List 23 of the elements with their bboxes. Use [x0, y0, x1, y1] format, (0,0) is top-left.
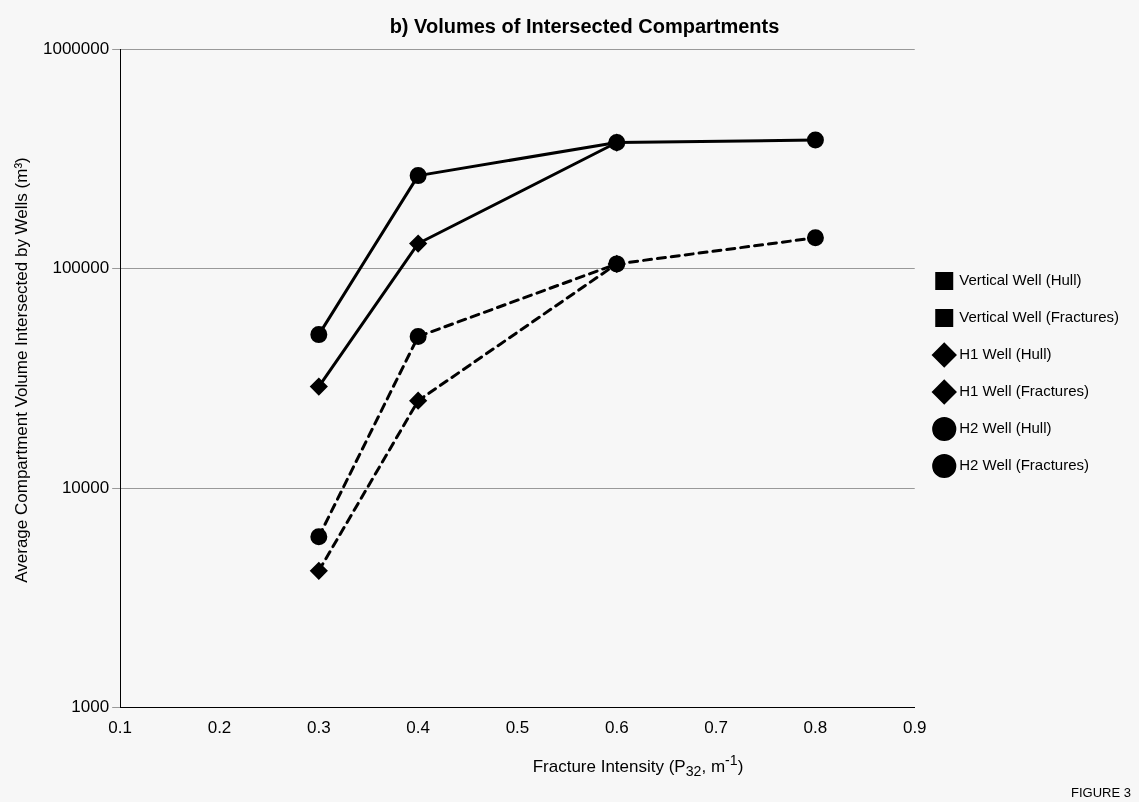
- x-tick-label: 0.3: [307, 718, 331, 738]
- y-tick-label: 100000: [52, 258, 110, 278]
- x-tick-label: 0.5: [505, 718, 530, 738]
- legend-label: H2 Well (Hull): [959, 419, 1052, 437]
- legend-label: Vertical Well (Hull): [959, 271, 1082, 289]
- legend-label: Vertical Well (Fractures): [959, 308, 1120, 326]
- y-tick-label: 1000000: [42, 38, 110, 58]
- caption: FIGURE 3: [1071, 785, 1131, 800]
- x-axis-title: Fracture Intensity (P$_{32}$, m$^{-1}$): [531, 752, 745, 780]
- legend-label: H1 Well (Fractures): [959, 382, 1089, 400]
- x-tick-label: 0.8: [803, 718, 828, 738]
- y-axis-title: Average Compartment Volume Intersected by Wells (m³): [12, 156, 32, 585]
- y-tick-label: 1000: [71, 697, 110, 717]
- x-tick-label: 0.2: [207, 718, 232, 738]
- chart-title: b) Volumes of Intersected Compartments: [389, 14, 780, 37]
- x-tick-label: 0.7: [704, 718, 728, 738]
- x-tick-label: 0.6: [604, 718, 629, 738]
- x-tick-label: 0.1: [108, 718, 132, 738]
- legend-label: H2 Well (Fractures): [959, 456, 1089, 474]
- x-tick-label: 0.9: [902, 718, 927, 738]
- x-tick-label: 0.4: [406, 718, 430, 738]
- y-tick-label: 10000: [61, 477, 110, 497]
- legend-label: H1 Well (Hull): [959, 345, 1052, 363]
